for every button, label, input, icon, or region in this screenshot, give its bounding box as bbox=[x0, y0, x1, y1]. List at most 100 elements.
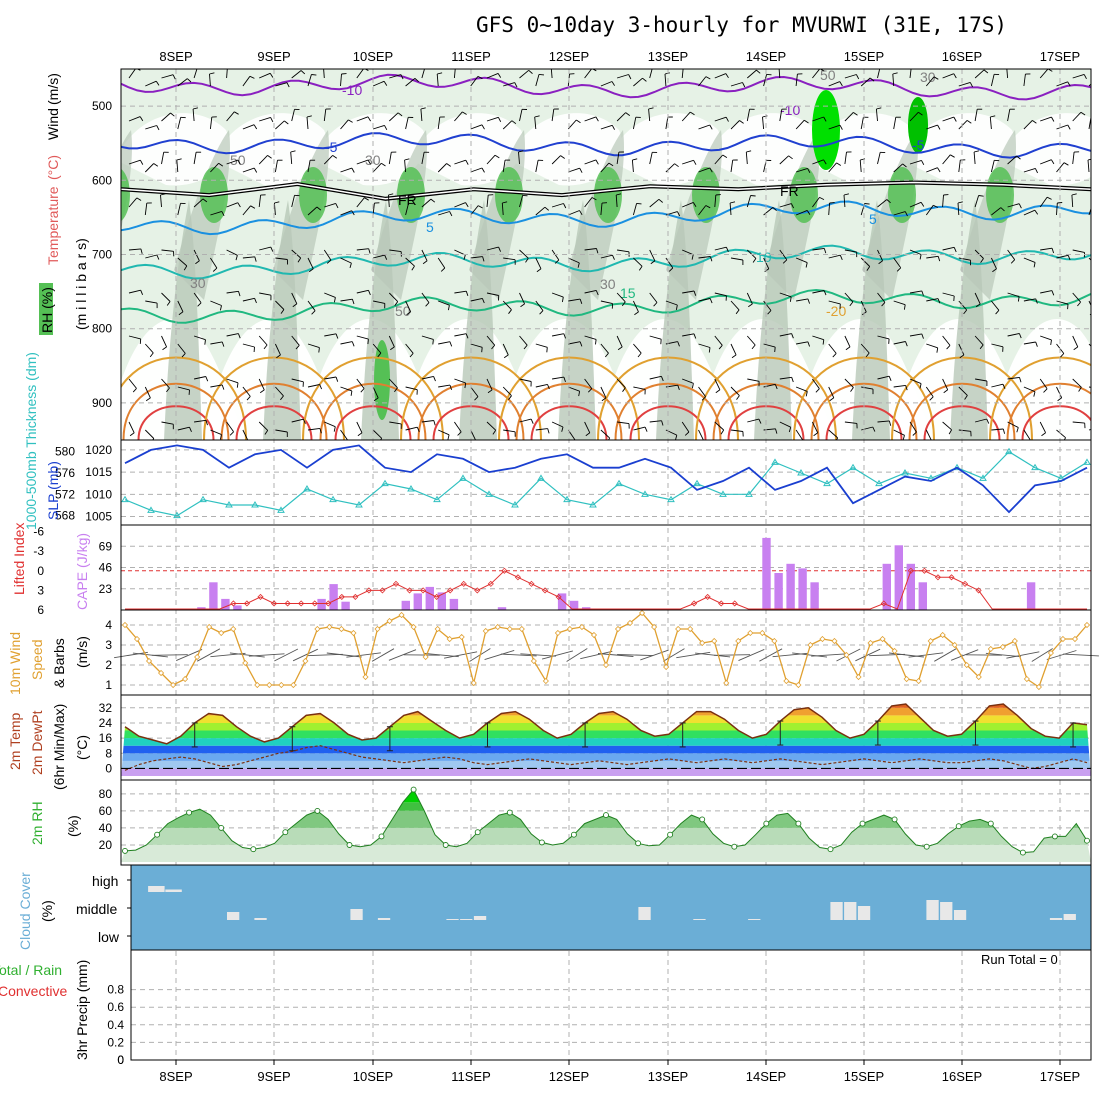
wind-barb-flag bbox=[1019, 377, 1022, 383]
wind-barb bbox=[1072, 111, 1082, 122]
wind-barb bbox=[454, 333, 467, 337]
wind-barb-flag bbox=[1073, 346, 1079, 351]
wind-barb-flag bbox=[919, 383, 922, 389]
wind-barb bbox=[356, 335, 369, 340]
wind-barb bbox=[437, 163, 447, 173]
wind-barb-flag bbox=[979, 344, 984, 350]
wind-barb-flag bbox=[1094, 353, 1097, 357]
wind-barb-flag bbox=[367, 159, 371, 165]
wind-barb bbox=[909, 111, 919, 122]
wind-barb-flag bbox=[1000, 207, 1005, 212]
wind-barb-flag bbox=[843, 193, 850, 196]
wind-barb-flag bbox=[963, 309, 968, 315]
thickness-point bbox=[407, 485, 415, 492]
wind-speed-point bbox=[891, 647, 898, 655]
wind-speed-point bbox=[939, 631, 946, 639]
wind-barb-flag bbox=[292, 303, 298, 308]
wind-barb-flag bbox=[1041, 432, 1046, 437]
wind-barb bbox=[893, 300, 906, 306]
cloud-middle-bar bbox=[254, 918, 267, 920]
wind-barb bbox=[925, 76, 935, 87]
cape-bar bbox=[209, 582, 218, 610]
rh-point bbox=[827, 846, 834, 853]
wind-barb bbox=[989, 116, 992, 130]
wind-barb bbox=[828, 386, 835, 398]
wind-barb bbox=[502, 386, 512, 397]
wind10-barb bbox=[1031, 648, 1053, 662]
wind-barb-flag bbox=[534, 115, 540, 118]
wind-barb-flag bbox=[1043, 388, 1048, 393]
wind-barb bbox=[942, 246, 955, 251]
wind-barb-flag bbox=[236, 382, 239, 388]
wind-barb bbox=[877, 152, 881, 165]
wind-barb-flag bbox=[433, 376, 436, 382]
wind-barb bbox=[877, 375, 890, 380]
wind-barb bbox=[161, 378, 170, 389]
day-label-top: 9SEP bbox=[257, 49, 290, 64]
wind-barb-flag bbox=[990, 115, 996, 118]
rh-point bbox=[122, 847, 128, 854]
wind-barb-flag bbox=[156, 254, 160, 260]
wind-barb bbox=[405, 257, 415, 267]
wind-barb bbox=[779, 421, 791, 428]
wind-barb bbox=[421, 420, 434, 423]
wind-barb-flag bbox=[579, 298, 583, 304]
wind-barb bbox=[1023, 341, 1036, 345]
wind-barb bbox=[973, 151, 976, 165]
day-label-top: 14SEP bbox=[746, 49, 786, 64]
wind-barb-flag bbox=[587, 388, 593, 393]
wind-barb-flag bbox=[764, 268, 770, 273]
wind-barb-flag bbox=[876, 107, 882, 110]
wind-barb bbox=[877, 292, 886, 303]
wind-barb bbox=[210, 257, 218, 269]
wind-barb-flag bbox=[351, 210, 355, 216]
wind-barb bbox=[714, 116, 727, 122]
thickness-point bbox=[121, 495, 129, 503]
wind-barb-flag bbox=[160, 193, 166, 196]
wind-barb-flag bbox=[1033, 391, 1036, 397]
day-label-bottom: 11SEP bbox=[451, 1069, 491, 1084]
wind-barb bbox=[258, 378, 265, 391]
wind-barb-flag bbox=[1087, 158, 1091, 161]
wind-barb bbox=[875, 108, 878, 122]
wind-barb bbox=[942, 154, 951, 165]
lifted-point bbox=[270, 600, 278, 607]
wind-speed-point bbox=[711, 637, 718, 645]
wind-barb bbox=[551, 421, 564, 428]
wind-speed-point bbox=[374, 625, 381, 633]
thickness-point bbox=[173, 511, 181, 519]
wind-barb bbox=[1072, 249, 1085, 253]
wind-barb bbox=[128, 248, 141, 251]
wind-barb bbox=[942, 292, 955, 297]
rh-point bbox=[570, 831, 577, 838]
wind-barb bbox=[1040, 159, 1052, 165]
wind-barb bbox=[226, 69, 228, 79]
wind-barb-flag bbox=[864, 203, 870, 205]
wind-barb bbox=[323, 69, 325, 79]
wind-barb-flag bbox=[477, 75, 483, 80]
rh-bands bbox=[121, 789, 1091, 862]
wind-barb-flag bbox=[551, 65, 556, 66]
wind-barb bbox=[486, 421, 497, 431]
wind-barb-flag bbox=[1050, 339, 1052, 345]
wind-barb-flag bbox=[788, 155, 793, 160]
wind-barb-flag bbox=[1093, 204, 1098, 205]
wind-barb-flag bbox=[149, 352, 154, 358]
wind-barb-flag bbox=[653, 302, 658, 307]
wind-barb bbox=[698, 386, 706, 397]
wind-barb bbox=[340, 257, 352, 264]
cloud-middle-bar bbox=[857, 906, 871, 920]
cloud-middle-bar bbox=[748, 919, 761, 920]
wind-barb-flag bbox=[595, 116, 599, 122]
upper-rh-label: RH (%) bbox=[39, 287, 55, 333]
day-label-bottom: 14SEP bbox=[746, 1069, 786, 1084]
thickness-point bbox=[251, 501, 259, 508]
rh-point bbox=[378, 833, 385, 840]
thickness-point bbox=[797, 469, 805, 476]
wind-barb-flag bbox=[675, 304, 678, 310]
wind-barb-flag bbox=[383, 81, 388, 86]
speed-label: Speed bbox=[29, 640, 45, 680]
wind-barb bbox=[323, 249, 332, 261]
wind10-barb bbox=[274, 648, 299, 662]
wind-unit-label: (m/s) bbox=[74, 636, 90, 668]
